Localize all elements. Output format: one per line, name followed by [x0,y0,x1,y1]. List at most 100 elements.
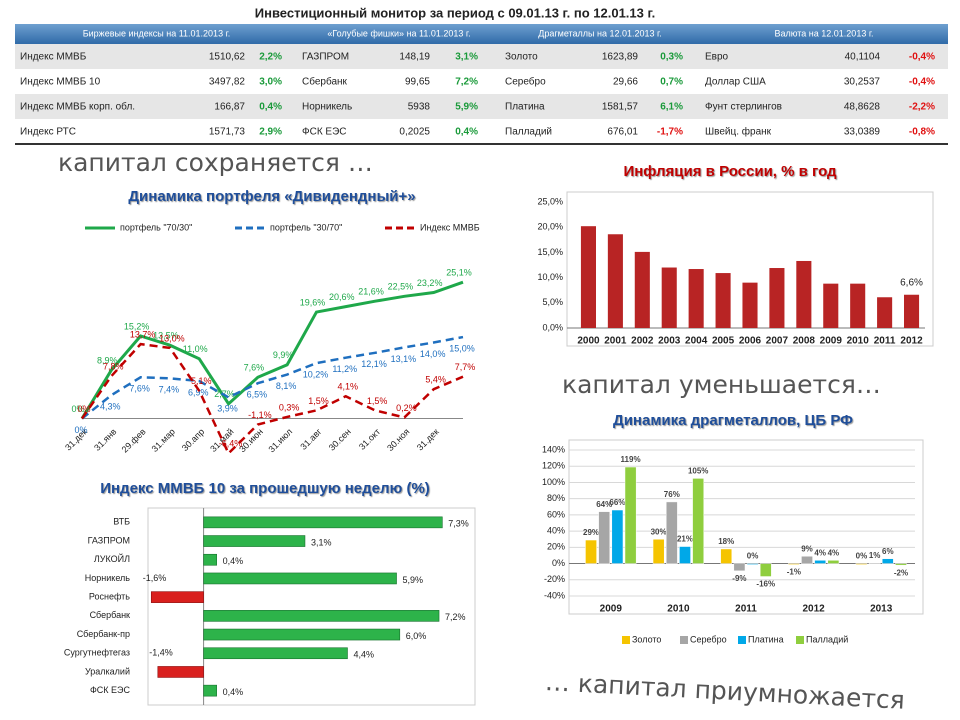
data-label: 7,2% [445,612,466,622]
table-cell: 1581,57 [602,102,639,113]
x-tick-label: 30.сен [327,427,353,453]
bar [904,294,920,328]
data-label: 18% [718,537,734,546]
series-line [81,335,464,420]
data-label: 3,9% [217,404,238,414]
y-tick-label: 60% [547,509,565,519]
bar [665,501,678,564]
bar [203,647,348,660]
table-cell: 0,4% [455,127,478,138]
x-tick-label: 31.авг [298,426,324,452]
y-tick-label: 80% [547,493,565,503]
y-tick-label: 10,0% [537,272,563,282]
x-tick-label: 2012 [900,336,923,347]
data-label: 29% [583,528,599,537]
data-label: 7,3% [448,519,469,529]
bar [877,297,893,328]
data-label: -1,4% [149,648,173,658]
table-header: «Голубые фишки» на 11.01.2013 г. [327,28,470,38]
legend-swatch [622,636,630,644]
chart-title: Инфляция в России, % в год [623,163,837,180]
table-cell: 2,2% [259,52,282,63]
bar [827,560,840,564]
x-tick-label: 2008 [793,336,816,347]
x-tick-label: 29.фев [120,426,148,454]
data-label: 6,5% [247,390,268,400]
data-label: 76% [664,490,680,499]
data-label: 11,0% [183,344,208,354]
table-cell: 6,1% [660,102,683,113]
bar [679,546,691,564]
x-tick-label: 2011 [874,336,896,347]
table-cell: 0,3% [660,52,683,63]
table-cell: 7,2% [455,77,478,88]
data-label: 25,1% [446,268,472,278]
chart-title: Индекс ММВБ 10 за прошедшую неделю (%) [100,480,430,497]
legend-label: Палладий [806,634,848,644]
data-label: 0% [856,552,868,561]
table-cell: 0,7% [660,77,683,88]
legend-label: Индекс ММВБ [420,222,480,232]
table-cell: 29,66 [613,77,638,88]
data-label: 13,7% [130,329,156,339]
bar [203,628,401,641]
data-label: 4,3% [100,402,121,412]
data-label: 13,1% [391,354,417,364]
bar [769,268,785,328]
caption: капитал уменьшается… [562,370,881,399]
bar [855,563,868,565]
table-cell: ГАЗПРОМ [302,52,349,63]
x-tick-label: 2002 [631,336,654,347]
table-cell: -0,8% [909,127,935,138]
table-cell: 40,1104 [845,52,881,63]
y-tick-label: ЛУКОЙЛ [94,553,130,564]
data-label: 7,6% [244,363,265,373]
x-tick-label: 2009 [600,604,623,615]
data-label: 12,1% [361,359,387,369]
y-tick-label: -40% [544,590,565,600]
table-cell: 5938 [408,102,431,113]
y-tick-label: 5,0% [542,297,563,307]
data-label: 21% [677,535,693,544]
bar [688,269,704,328]
data-label: 20,6% [329,292,355,302]
y-tick-label: 20% [547,542,565,552]
caption: капитал сохраняется … [58,148,373,177]
data-label: 8,9% [97,356,118,366]
bar [715,273,731,328]
table-cell: Индекс ММВБ [20,52,87,63]
legend-label: портфель "70/30" [120,222,192,232]
data-label: 4% [828,548,840,557]
table-cell: Золото [505,52,538,63]
bar [895,563,907,566]
data-label: 1,5% [367,396,388,406]
data-label: 6% [882,547,894,556]
bar [759,563,772,577]
bar [203,610,440,622]
data-label: 15,0% [449,343,475,353]
x-tick-label: 30.ноя [385,426,412,453]
plot-frame [566,191,934,347]
bar [850,283,866,328]
bar [624,466,637,564]
bar [150,591,204,603]
y-tick-label: 20,0% [537,222,563,232]
series-line [80,342,464,456]
table-cell: 2,9% [259,127,282,138]
x-tick-label: 2013 [870,604,893,615]
y-tick-label: Сбербанк [90,610,130,620]
bar [157,666,204,678]
x-tick-label: 2007 [766,336,789,347]
y-tick-label: 25,0% [537,196,563,206]
bar [868,562,881,564]
table-cell: Палладий [505,127,552,138]
bar [203,684,217,697]
table-row-bg [15,94,948,119]
data-label: 13,5% [153,331,179,341]
page-title: Инвестиционный монитор за период с 09.01… [255,5,655,20]
legend-label: портфель "30/70" [270,222,342,232]
data-label: 14,0% [420,349,446,359]
table-cell: 0,2025 [399,127,430,138]
x-tick-label: 2011 [735,604,757,615]
y-tick-label: 0% [552,558,565,568]
